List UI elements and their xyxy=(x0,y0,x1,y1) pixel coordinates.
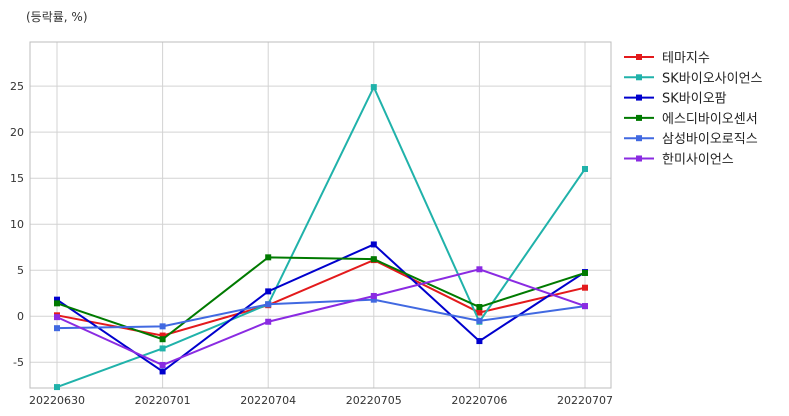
series-line xyxy=(56,258,586,337)
data-point xyxy=(54,384,60,391)
series-line xyxy=(56,298,586,330)
chart-unit-label: (등락률, %) xyxy=(26,10,88,24)
data-point xyxy=(370,84,377,91)
data-point xyxy=(476,304,483,311)
data-point xyxy=(476,317,483,324)
x-tick-label: 20220701 xyxy=(135,394,191,407)
data-point xyxy=(265,254,272,261)
y-tick-label: 20 xyxy=(10,126,24,139)
data-point xyxy=(159,332,166,339)
data-point xyxy=(159,361,166,368)
x-tick-label: 20220630 xyxy=(29,394,85,407)
data-point xyxy=(159,368,166,375)
data-point xyxy=(582,269,588,276)
data-point xyxy=(476,309,483,316)
y-tick-label: 5 xyxy=(17,264,24,277)
y-tick-label: 15 xyxy=(10,172,24,185)
x-tick-label: 20220706 xyxy=(451,394,507,407)
chart-series xyxy=(54,84,588,391)
data-point xyxy=(582,284,588,291)
legend-label: 테마지수 xyxy=(662,51,710,66)
data-point xyxy=(370,296,377,303)
data-point xyxy=(582,303,588,310)
data-point xyxy=(159,345,166,352)
data-point xyxy=(370,241,377,248)
plot-frame xyxy=(29,41,612,389)
legend-label: 삼성바이오로직스 xyxy=(662,132,758,147)
legend-marker xyxy=(636,94,642,101)
chart-legend: 테마지수 SK바이오사이언스 SK바이오팜에스디바이오센서삼성바이오로직스한미사이언… xyxy=(624,51,763,168)
legend-label: SK바이오사이언스 xyxy=(662,71,763,86)
series-line xyxy=(56,84,586,389)
y-tick-label: 10 xyxy=(10,218,24,231)
legend-label: 에스디바이오센서 xyxy=(662,112,758,127)
data-point xyxy=(54,325,60,332)
series-line xyxy=(56,268,586,367)
chart-axes: -5 0 5 10 15 20 25 20220630 20220701 20220704 2022… xyxy=(10,41,613,407)
data-point xyxy=(159,323,166,330)
legend-label: 한미사이언스 xyxy=(662,153,734,168)
legend-marker xyxy=(636,155,642,162)
data-point xyxy=(476,338,483,345)
data-point xyxy=(265,301,272,308)
data-point xyxy=(476,266,483,273)
chart-grid xyxy=(30,42,611,388)
data-point xyxy=(54,300,60,307)
legend-marker xyxy=(636,54,642,60)
data-point xyxy=(582,165,588,172)
x-tick-label: 20220704 xyxy=(240,394,296,407)
data-point xyxy=(159,336,166,343)
data-point xyxy=(54,314,60,321)
x-tick-label: 20220707 xyxy=(557,394,613,407)
data-point xyxy=(370,256,377,263)
legend-marker xyxy=(636,114,642,121)
legend-marker xyxy=(636,135,642,142)
legend-marker xyxy=(636,74,642,81)
data-point xyxy=(54,296,60,303)
x-tick-label: 20220705 xyxy=(346,394,402,407)
series-line xyxy=(56,256,586,341)
y-tick-label: 25 xyxy=(10,80,24,93)
y-tick-label: -5 xyxy=(13,356,24,369)
y-tick-label: 0 xyxy=(17,310,24,323)
data-point xyxy=(265,318,272,325)
data-point xyxy=(265,288,272,295)
series-line xyxy=(56,243,586,373)
legend-label: SK바이오팜 xyxy=(662,92,727,107)
data-point xyxy=(370,292,377,299)
